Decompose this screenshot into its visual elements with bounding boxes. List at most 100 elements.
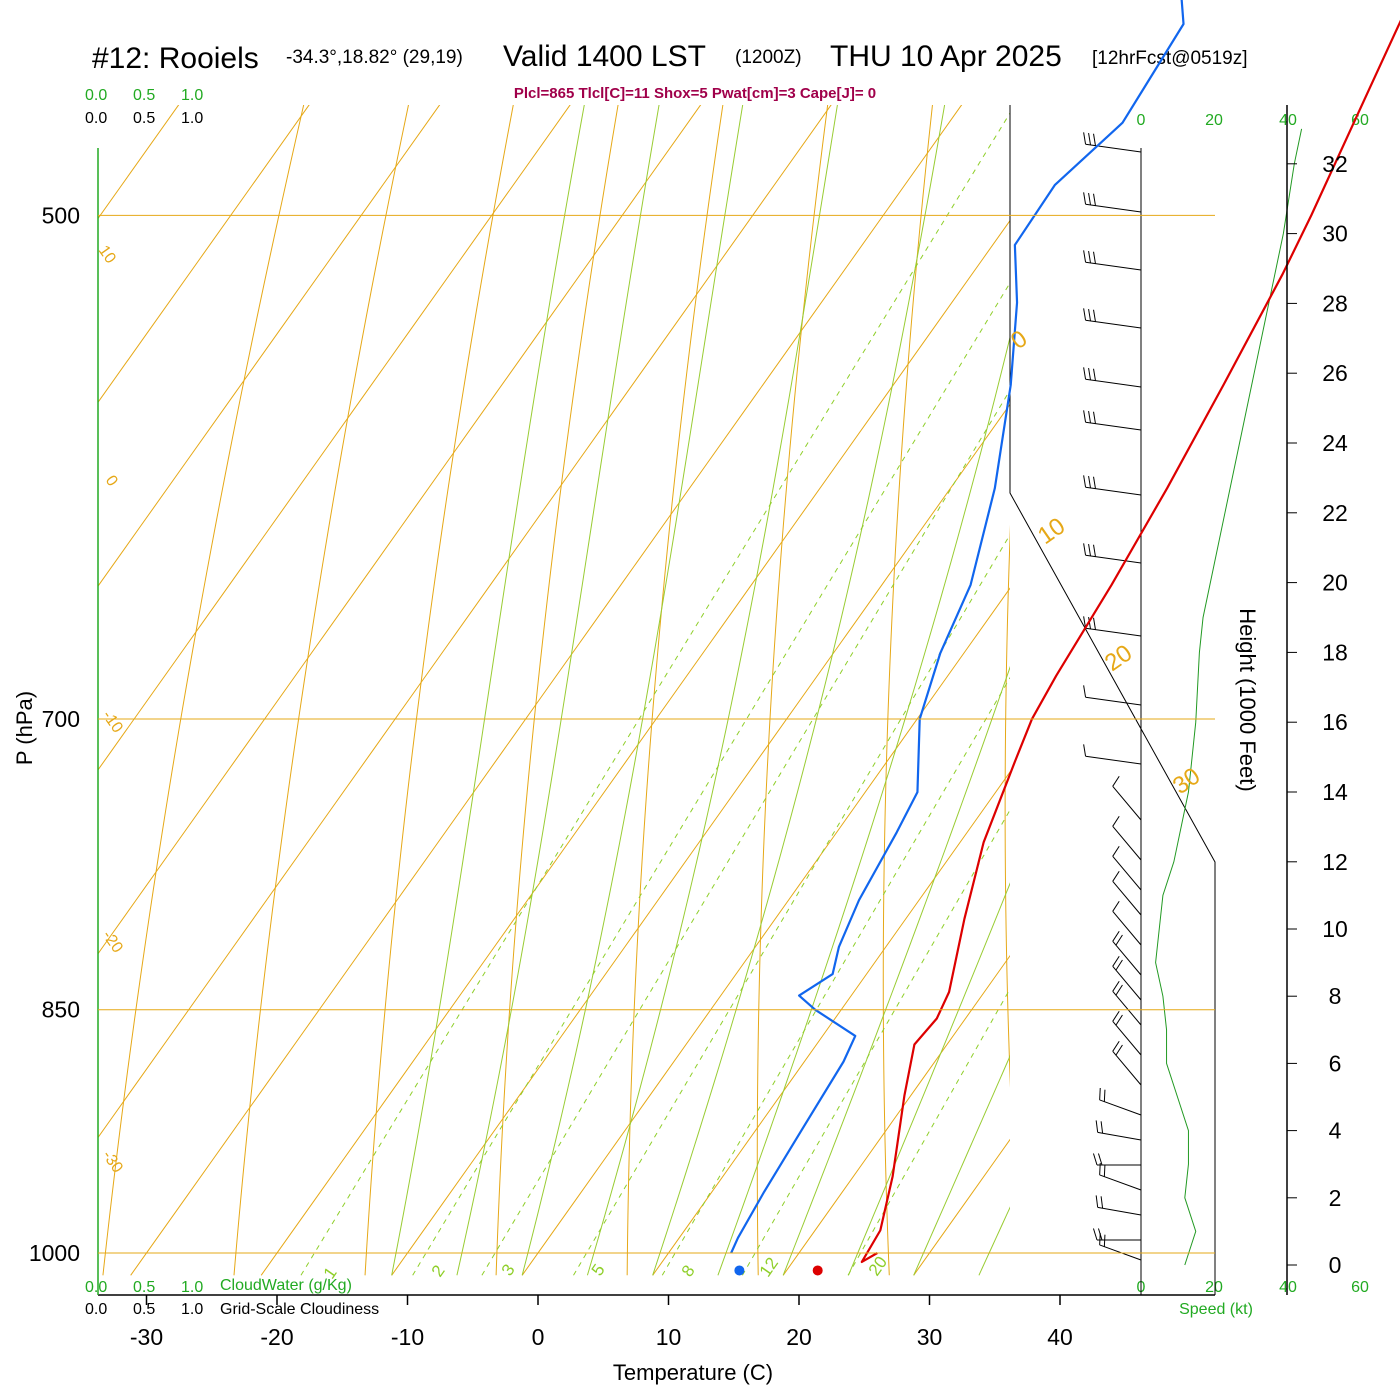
wind-barb-staff xyxy=(1099,1099,1142,1116)
isotherm-line xyxy=(913,1138,1010,1276)
wind-barb-feather xyxy=(1088,410,1091,423)
speed-tick-bottom: 60 xyxy=(1351,1279,1369,1296)
height-tick-label: 0 xyxy=(1329,1252,1342,1278)
dry-adiabat-line xyxy=(882,105,933,1276)
mixing-ratio-label: 2 xyxy=(428,1262,449,1281)
mixing-ratio-line xyxy=(300,112,1010,1276)
wind-barb xyxy=(1112,955,1142,1001)
y-axis-title: P (hPa) xyxy=(12,691,37,765)
wind-barb xyxy=(1112,845,1142,891)
height-tick-label: 24 xyxy=(1322,430,1348,456)
wind-barb-feather xyxy=(1093,133,1096,146)
wind-barb-staff xyxy=(1112,990,1142,1026)
dry-adiabat-line xyxy=(233,105,409,1276)
wind-barb xyxy=(1112,870,1142,916)
wind-barb-staff xyxy=(1099,1174,1142,1191)
wind-barb-staff xyxy=(1112,825,1142,861)
wind-barb-feather xyxy=(1088,543,1091,556)
wind-barb-staff xyxy=(1112,910,1142,946)
surface-temperature-marker xyxy=(812,1265,823,1276)
axes xyxy=(97,105,1297,1305)
dry-adiabat-line xyxy=(1004,524,1010,1088)
wind-barb xyxy=(1083,367,1142,388)
wind-barb-feather xyxy=(1093,309,1096,322)
wind-barb-staff xyxy=(1112,940,1142,976)
wind-barb xyxy=(1083,543,1142,564)
dry-adiabat-line xyxy=(364,105,514,1276)
cloudiness-label: Grid-Scale Cloudiness xyxy=(220,1301,379,1318)
mixing-ratio-line xyxy=(481,389,1010,1276)
wind-barb-feather xyxy=(1083,308,1087,321)
wind-barb-feather xyxy=(1099,1087,1101,1100)
moist-adiabat-line xyxy=(391,105,585,1276)
wind-barb xyxy=(1083,685,1142,706)
wind-barb-feather xyxy=(1103,1164,1106,1177)
mixing-ratio-line xyxy=(573,533,1010,1276)
station-title: #12: Rooiels xyxy=(92,42,259,75)
dry-adiabat-line xyxy=(102,105,305,1276)
dry-adiabat-line xyxy=(626,105,724,1276)
mixing-ratio-line xyxy=(847,987,1010,1276)
wind-barb-staff xyxy=(1085,627,1142,637)
pressure-tick-label: 850 xyxy=(42,997,80,1023)
wind-barb-feather xyxy=(1093,193,1096,206)
isotherm-label: 30 xyxy=(1168,762,1205,799)
wind-barb-feather xyxy=(1083,685,1087,698)
cloudwater-tick: 0.0 xyxy=(85,87,107,104)
isotherm-line xyxy=(98,105,702,955)
wind-barb-feather xyxy=(1100,1196,1104,1209)
wind-barb-staff xyxy=(1112,1050,1142,1086)
speed-tick-bottom: 20 xyxy=(1205,1279,1223,1296)
moist-adiabat-line xyxy=(978,1206,1010,1276)
speed-tick-top: 0 xyxy=(1137,112,1146,129)
isotherm-line xyxy=(1044,0,1400,1275)
isotherm-line xyxy=(0,0,489,1275)
isotherm-line xyxy=(98,105,180,220)
wind-barb xyxy=(1112,775,1142,821)
height-axis-title: Height (1000 Feet) xyxy=(1235,608,1260,791)
mixing-ratio-label: 12 xyxy=(756,1254,782,1280)
wind-barb-feather xyxy=(1112,930,1120,942)
wind-barb xyxy=(1112,1010,1142,1056)
wind-speed-profile xyxy=(1155,128,1303,1266)
wind-barb xyxy=(1112,1040,1142,1086)
surface-dewpoint-marker xyxy=(734,1265,745,1276)
sounding-curves xyxy=(730,0,1400,1276)
wind-barb xyxy=(1095,1120,1142,1141)
wind-barb xyxy=(1083,192,1142,213)
wind-barb-feather xyxy=(1112,845,1120,857)
wind-barb-feather xyxy=(1093,544,1096,557)
mixing-ratio-line xyxy=(741,809,1010,1276)
wind-barb xyxy=(1099,1232,1142,1261)
cloudiness-tick: 0.5 xyxy=(133,110,155,127)
height-tick-label: 28 xyxy=(1322,290,1348,316)
height-tick-label: 18 xyxy=(1322,639,1348,665)
height-tick-label: 12 xyxy=(1322,849,1348,875)
wind-barb-feather xyxy=(1112,775,1120,787)
pressure-tick-label: 700 xyxy=(42,706,80,732)
wind-barb-feather xyxy=(1088,308,1091,321)
mixing-ratio-label: 8 xyxy=(678,1262,699,1281)
wind-barb-staff xyxy=(1085,486,1142,496)
isotherm-label: -20 xyxy=(99,928,126,957)
height-tick-label: 30 xyxy=(1322,221,1348,247)
moist-adiabat-line xyxy=(782,665,1010,1276)
moist-adiabat-line xyxy=(913,1054,1010,1276)
wind-barb xyxy=(1083,616,1142,637)
wind-barb-staff xyxy=(1099,1244,1142,1261)
height-tick-label: 32 xyxy=(1322,151,1348,177)
moist-adiabat-line xyxy=(717,335,1010,1276)
isotherm-line xyxy=(652,771,1010,1276)
isotherm-line xyxy=(1305,0,1400,1275)
wind-barb-feather xyxy=(1115,959,1123,971)
wind-barb-feather xyxy=(1092,1153,1098,1166)
temperature-tick-label: 20 xyxy=(786,1324,812,1350)
speed-tick-top: 20 xyxy=(1205,112,1223,129)
moist-adiabat-line xyxy=(586,105,838,1276)
wind-barb xyxy=(1083,744,1142,765)
wind-barb-feather xyxy=(1083,410,1087,423)
wind-barb-feather xyxy=(1083,475,1087,488)
wind-barb xyxy=(1112,900,1142,946)
wind-barb-feather xyxy=(1115,934,1123,946)
